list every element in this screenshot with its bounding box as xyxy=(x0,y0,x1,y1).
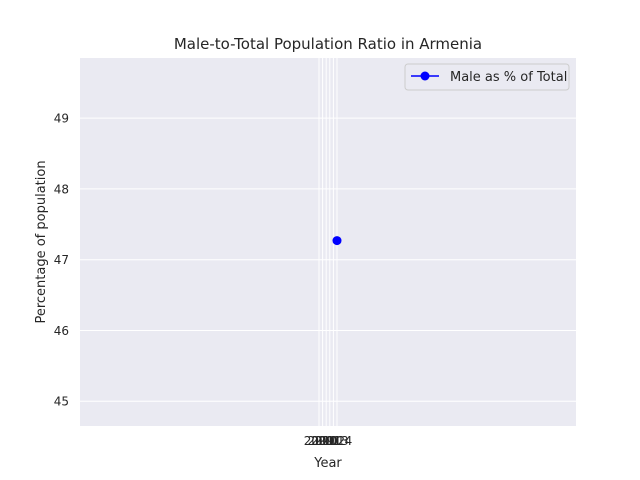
x-tick-label: 2011 xyxy=(311,434,342,448)
legend-box xyxy=(404,63,570,91)
y-tick-label: 47 xyxy=(54,253,69,267)
y-tick-label: 49 xyxy=(54,112,69,126)
y-tick-label: 45 xyxy=(54,395,69,409)
x-tick-label: 2009 xyxy=(304,434,335,448)
chart-title: Male-to-Total Population Ratio in Armeni… xyxy=(174,35,482,53)
x-tick-label: 2010 xyxy=(307,434,338,448)
y-axis-label: Percentage of population xyxy=(34,160,49,323)
data-point xyxy=(332,236,342,246)
plot-area xyxy=(80,58,576,426)
y-tick-label: 48 xyxy=(54,182,69,196)
legend-marker xyxy=(420,71,430,81)
y-tick-label: 46 xyxy=(54,324,69,338)
x-tick-label: 2014 xyxy=(322,434,353,448)
x-tick-label: 2012 xyxy=(315,434,346,448)
x-tick-label: 2013 xyxy=(318,434,349,448)
x-axis-label: Year xyxy=(313,456,342,471)
y-axis-ticks: 45 46 47 48 49 xyxy=(54,112,69,409)
gridlines xyxy=(80,58,576,426)
legend: Male as % of Total xyxy=(404,63,570,91)
legend-label: Male as % of Total xyxy=(450,70,567,85)
series-layer xyxy=(332,236,342,246)
